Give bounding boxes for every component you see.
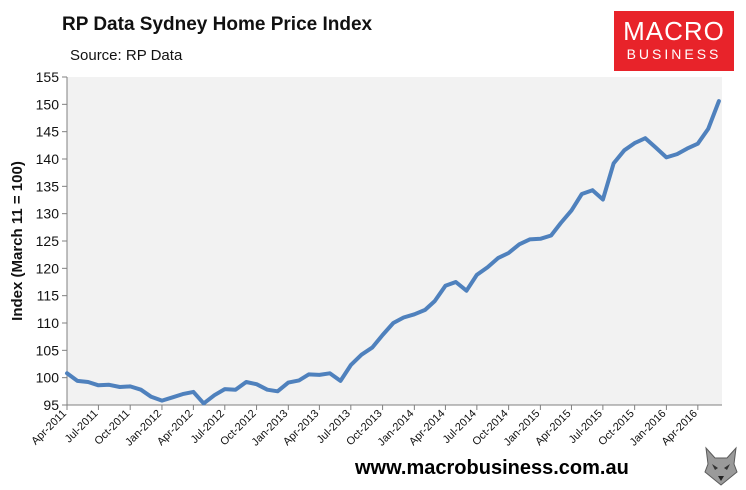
x-tick-label: Apr-2011 [29,408,69,448]
y-tick-label: 155 [36,69,60,85]
y-tick-label: 120 [36,260,60,276]
y-tick-label: 100 [36,370,60,386]
wolf-head-icon [704,446,738,486]
y-tick-label: 95 [43,397,59,413]
y-tick-label: 110 [37,315,60,331]
y-tick-label: 135 [36,178,60,194]
brand-logo: MACRO BUSINESS [614,11,734,71]
chart-title: RP Data Sydney Home Price Index [62,14,373,35]
series-line [65,99,721,406]
y-tick-label: 125 [36,233,60,249]
y-tick-label: 130 [36,206,60,222]
y-tick-label: 140 [36,151,60,167]
y-axis-label: Index (March 11 = 100) [9,161,26,321]
brand-logo-line2: BUSINESS [626,46,722,62]
y-tick-label: 145 [36,124,60,140]
footer-url[interactable]: www.macrobusiness.com.au [355,457,629,479]
plot-area [67,77,722,405]
y-tick-label: 105 [36,342,60,358]
brand-logo-line1: MACRO [623,16,725,46]
chart-source: Source: RP Data [70,47,183,64]
y-tick-label: 150 [36,96,60,112]
y-tick-label: 115 [37,288,60,304]
